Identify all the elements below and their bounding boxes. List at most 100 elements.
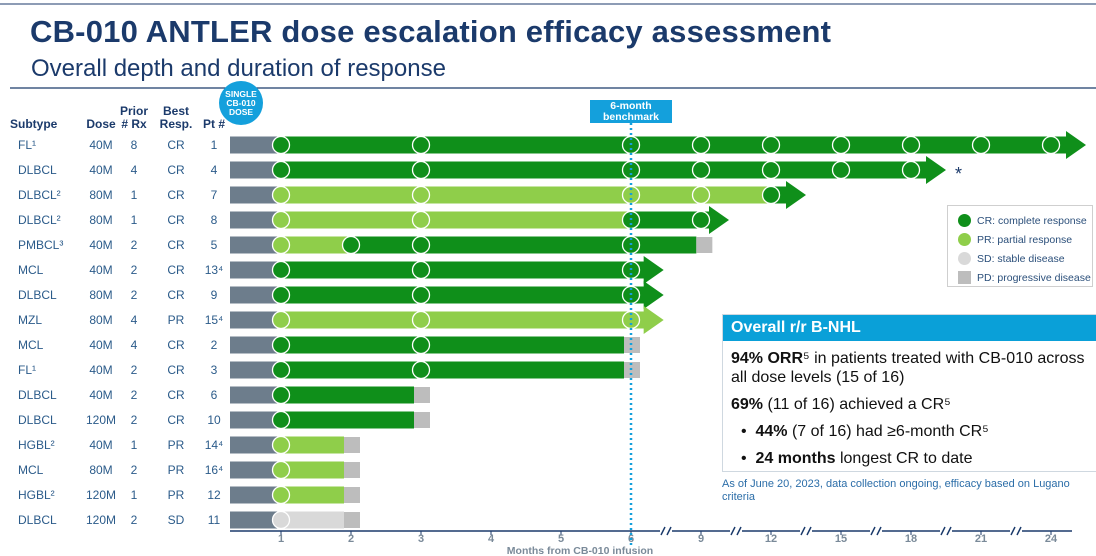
pre-assessment-bar [230,186,281,204]
assessment-point [271,510,291,530]
row-cell: 2 [131,388,138,402]
response-segment [631,236,697,254]
row-cell: 2 [131,363,138,377]
assessment-point [271,460,291,480]
assessment-point [271,410,291,430]
legend-swatch [958,233,971,246]
row-cell: DLBCL² [18,213,61,227]
ongoing-arrow [771,181,806,209]
axis-break [800,526,806,536]
row-cell: CR [167,388,185,402]
progression-marker [344,512,360,528]
response-segment [281,161,421,179]
assessment-point [411,310,431,330]
response-segment [421,161,631,179]
row-cell: PR [168,463,185,477]
row-cell: 15⁴ [205,313,224,327]
pre-assessment-bar [230,161,281,179]
row-cell: 1 [131,213,138,227]
assessment-point [271,285,291,305]
assessment-point [411,260,431,280]
x-tick-label: 12 [765,533,777,545]
x-tick-label: 3 [418,533,424,545]
row-cell: 2 [131,288,138,302]
row-cell: 120M [86,488,116,502]
assessment-point [411,185,431,205]
response-segment [421,286,631,304]
row-cell: HGBL² [18,438,55,452]
response-segment [281,236,351,254]
bullet: • [741,450,747,467]
pre-assessment-bar [230,211,281,229]
row-cell: 4 [131,313,138,327]
row-cell: 120M [86,413,116,427]
row-cell: MCL [18,463,44,477]
row-cell: CR [167,188,185,202]
summary-text: longest CR to date [835,450,973,467]
progression-marker [344,487,360,503]
row-cell: 4 [131,163,138,177]
assessment-point [271,485,291,505]
axis-break-gap [730,527,742,535]
assessment-point [761,160,781,180]
row-cell: 6 [211,388,218,402]
row-cell: 2 [131,513,138,527]
assessment-point [411,335,431,355]
axis-break-gap [870,527,882,535]
summary-bold: 24 months [755,450,836,467]
x-tick-label: 15 [835,533,847,545]
benchmark-label: 6-month benchmark [602,99,660,123]
bullet: • [741,423,747,440]
response-segment [701,186,771,204]
assessment-point [1041,135,1061,155]
legend-swatch [958,214,971,227]
row-cell: DLBCL [18,513,57,527]
row-cell: HGBL² [18,488,55,502]
response-segment [421,136,631,154]
pre-assessment-bar [230,236,281,254]
response-segment [771,161,841,179]
row-cell: 80M [89,213,112,227]
assessment-point [271,185,291,205]
pre-assessment-bar [230,386,281,404]
x-tick-label: 21 [975,533,987,545]
row-cell: 40M [89,438,112,452]
row-cell: 40M [89,163,112,177]
ongoing-arrow [701,206,729,234]
summary-box: Overall r/r B-NHL 94% ORR⁵ in patients t… [722,314,1096,472]
axis-break-gap [800,527,812,535]
row-cell: PMBCL³ [18,238,63,252]
row-cell: CR [167,238,185,252]
legend-item: PR: partial response [958,230,1092,249]
progression-marker [344,462,360,478]
row-cell: CR [167,263,185,277]
summary-line: 69% (11 of 16) achieved a CR⁵ [731,395,1096,414]
assessment-point [411,285,431,305]
response-segment [281,511,344,529]
assessment-point [411,135,431,155]
legend-label: PD: progressive disease [977,271,1091,284]
column-header: Prior # Rx [119,104,148,131]
row-cell: 40M [89,388,112,402]
footnote: As of June 20, 2023, data collection ong… [722,478,1070,503]
single-dose-badge: SINGLE CB-010 DOSE [219,81,263,125]
row-cell: 1 [131,438,138,452]
summary-line: 94% ORR⁵ in patients treated with CB-010… [731,349,1096,387]
axis-break-gap [660,527,672,535]
pre-assessment-bar [230,486,281,504]
row-cell: 80M [89,288,112,302]
pre-assessment-bar [230,511,281,529]
response-segment [841,136,911,154]
summary-line: • 44% (7 of 16) had ≥6-month CR⁵ [741,422,1096,441]
row-cell: 8 [131,138,138,152]
summary-text: (11 of 16) achieved a CR⁵ [763,396,951,413]
response-segment [771,136,841,154]
assessment-point [271,385,291,405]
summary-bold: 69% [731,396,764,413]
x-tick-label: 1 [278,533,284,545]
row-cell: 8 [211,213,218,227]
axis-break [660,526,666,536]
response-segment [631,161,701,179]
response-segment [631,136,701,154]
row-cell: CR [167,138,185,152]
